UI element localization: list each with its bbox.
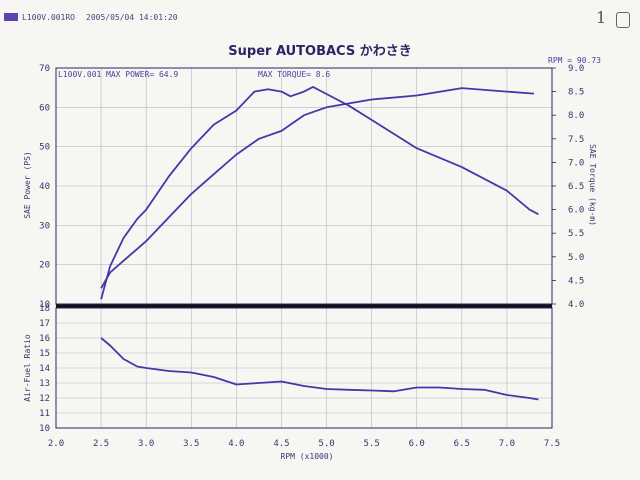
x-tick-label: 7.0 xyxy=(499,439,515,449)
afr-tick-label: 10 xyxy=(39,424,50,434)
x-tick-label: 5.5 xyxy=(364,439,380,449)
torque-tick-label: 6.0 xyxy=(568,206,584,216)
afr-panel-frame xyxy=(55,307,553,429)
power-tick-label: 70 xyxy=(39,64,50,74)
power-curve xyxy=(100,87,535,289)
x-tick-label: 7.5 xyxy=(544,439,560,449)
afr-tick-label: 14 xyxy=(39,364,50,374)
x-tick-label: 5.0 xyxy=(318,439,334,449)
afr-tick-label: 11 xyxy=(39,409,50,419)
torque-curve xyxy=(100,86,539,300)
afr-curve xyxy=(100,337,539,401)
afr-tick-label: 13 xyxy=(39,379,50,389)
timestamp: 2005/05/04 14:01:20 xyxy=(86,13,178,22)
x-tick-label: 4.0 xyxy=(228,439,244,449)
torque-tick-label: 5.5 xyxy=(568,229,584,239)
power-tick-label: 60 xyxy=(39,103,50,113)
page-note-box xyxy=(616,12,630,28)
power-panel-frame xyxy=(55,67,553,305)
legend-swatch xyxy=(4,13,18,21)
x-tick-label: 2.5 xyxy=(93,439,109,449)
torque-tick-label: 4.5 xyxy=(568,276,584,286)
torque-tick-label: 4.0 xyxy=(568,300,584,310)
torque-tick-label: 5.0 xyxy=(568,253,584,263)
page-note: 1 xyxy=(596,8,607,27)
y-axis-label-afr: Air-Fuel Ratio xyxy=(23,334,32,402)
torque-tick-label: 8.0 xyxy=(568,111,584,121)
torque-tick-label: 7.0 xyxy=(568,158,584,168)
x-tick-label: 2.0 xyxy=(48,439,64,449)
y-axis-label-torque: SAE Torque (kg-m) xyxy=(588,144,597,226)
x-tick-label: 6.5 xyxy=(454,439,470,449)
x-tick-label: 6.0 xyxy=(409,439,425,449)
x-tick-label: 3.0 xyxy=(138,439,154,449)
x-tick-label: 3.5 xyxy=(183,439,199,449)
rpm-readout: RPM = 90.73 xyxy=(548,56,601,65)
y-axis-label-power: SAE Power (PS) xyxy=(23,151,32,218)
afr-tick-label: 12 xyxy=(39,394,50,404)
afr-tick-label: 18 xyxy=(39,304,50,314)
afr-tick-label: 15 xyxy=(39,349,50,359)
power-tick-label: 50 xyxy=(39,143,50,153)
chart-title: Super AUTOBACS かわさき xyxy=(228,44,412,59)
torque-tick-label: 7.5 xyxy=(568,135,584,145)
power-tick-label: 40 xyxy=(39,182,50,192)
power-tick-label: 20 xyxy=(39,261,50,271)
file-label: L100V.001 xyxy=(58,70,102,79)
torque-tick-label: 6.5 xyxy=(568,182,584,192)
torque-tick-label: 9.0 xyxy=(568,64,584,74)
afr-tick-label: 16 xyxy=(39,334,50,344)
afr-tick-label: 17 xyxy=(39,319,50,329)
x-axis-label: RPM (x1000) xyxy=(281,452,334,461)
max-torque-label: MAX TORQUE= 8.6 xyxy=(258,70,330,79)
power-tick-label: 10 xyxy=(39,300,50,310)
x-tick-label: 4.5 xyxy=(273,439,289,449)
power-tick-label: 30 xyxy=(39,221,50,231)
file-id: L100V.001RO xyxy=(22,13,75,22)
torque-tick-label: 8.5 xyxy=(568,88,584,98)
max-power-label: MAX POWER= 64.9 xyxy=(106,70,178,79)
